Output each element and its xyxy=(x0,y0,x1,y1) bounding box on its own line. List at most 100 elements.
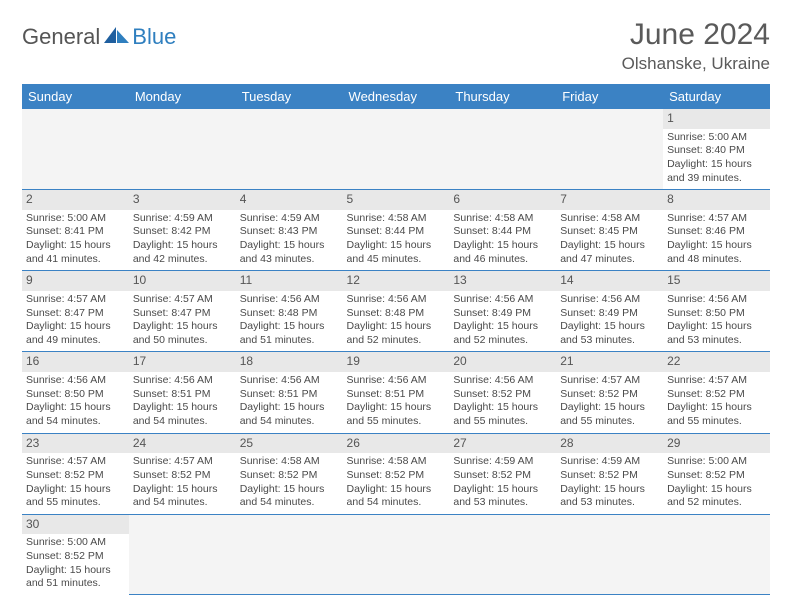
header: General Blue June 2024 Olshanske, Ukrain… xyxy=(22,18,770,74)
weekday-header: Thursday xyxy=(449,84,556,109)
weekday-header: Tuesday xyxy=(236,84,343,109)
logo-text-general: General xyxy=(22,24,100,50)
sunrise-text: Sunrise: 4:56 AM xyxy=(560,293,659,307)
sunrise-text: Sunrise: 4:56 AM xyxy=(667,293,766,307)
calendar-cell: 12Sunrise: 4:56 AMSunset: 8:48 PMDayligh… xyxy=(343,271,450,352)
calendar-cell-empty xyxy=(236,109,343,190)
daylight-text: Daylight: 15 hours and 55 minutes. xyxy=(347,401,446,428)
calendar-cell-empty xyxy=(663,514,770,595)
day-number: 1 xyxy=(663,109,770,129)
day-number: 6 xyxy=(449,190,556,210)
daylight-text: Daylight: 15 hours and 55 minutes. xyxy=(453,401,552,428)
calendar-cell: 18Sunrise: 4:56 AMSunset: 8:51 PMDayligh… xyxy=(236,352,343,433)
sunset-text: Sunset: 8:40 PM xyxy=(667,144,766,158)
daylight-text: Daylight: 15 hours and 54 minutes. xyxy=(133,401,232,428)
day-number: 3 xyxy=(129,190,236,210)
day-number: 17 xyxy=(129,352,236,372)
daylight-text: Daylight: 15 hours and 52 minutes. xyxy=(453,320,552,347)
daylight-text: Daylight: 15 hours and 54 minutes. xyxy=(26,401,125,428)
sunset-text: Sunset: 8:47 PM xyxy=(26,307,125,321)
sunset-text: Sunset: 8:45 PM xyxy=(560,225,659,239)
sunrise-text: Sunrise: 4:57 AM xyxy=(133,293,232,307)
calendar-cell: 20Sunrise: 4:56 AMSunset: 8:52 PMDayligh… xyxy=(449,352,556,433)
sunset-text: Sunset: 8:47 PM xyxy=(133,307,232,321)
calendar-cell: 1Sunrise: 5:00 AMSunset: 8:40 PMDaylight… xyxy=(663,109,770,190)
calendar-row: 2Sunrise: 5:00 AMSunset: 8:41 PMDaylight… xyxy=(22,190,770,271)
daylight-text: Daylight: 15 hours and 51 minutes. xyxy=(240,320,339,347)
calendar-cell: 5Sunrise: 4:58 AMSunset: 8:44 PMDaylight… xyxy=(343,190,450,271)
sunrise-text: Sunrise: 5:00 AM xyxy=(667,455,766,469)
day-number: 16 xyxy=(22,352,129,372)
daylight-text: Daylight: 15 hours and 48 minutes. xyxy=(667,239,766,266)
sunset-text: Sunset: 8:52 PM xyxy=(560,388,659,402)
weekday-header-row: Sunday Monday Tuesday Wednesday Thursday… xyxy=(22,84,770,109)
logo: General Blue xyxy=(22,24,176,50)
calendar-cell: 24Sunrise: 4:57 AMSunset: 8:52 PMDayligh… xyxy=(129,433,236,514)
calendar-cell: 9Sunrise: 4:57 AMSunset: 8:47 PMDaylight… xyxy=(22,271,129,352)
sunrise-text: Sunrise: 4:57 AM xyxy=(560,374,659,388)
sunrise-text: Sunrise: 4:59 AM xyxy=(133,212,232,226)
calendar-cell: 7Sunrise: 4:58 AMSunset: 8:45 PMDaylight… xyxy=(556,190,663,271)
sunrise-text: Sunrise: 4:57 AM xyxy=(26,293,125,307)
sunrise-text: Sunrise: 4:59 AM xyxy=(560,455,659,469)
day-number: 15 xyxy=(663,271,770,291)
sunrise-text: Sunrise: 4:58 AM xyxy=(453,212,552,226)
sunrise-text: Sunrise: 4:58 AM xyxy=(560,212,659,226)
day-number: 22 xyxy=(663,352,770,372)
daylight-text: Daylight: 15 hours and 52 minutes. xyxy=(667,483,766,510)
sunset-text: Sunset: 8:48 PM xyxy=(347,307,446,321)
calendar-cell-empty xyxy=(343,109,450,190)
day-number: 25 xyxy=(236,434,343,454)
calendar-cell-empty xyxy=(22,109,129,190)
calendar-cell: 28Sunrise: 4:59 AMSunset: 8:52 PMDayligh… xyxy=(556,433,663,514)
calendar-cell: 21Sunrise: 4:57 AMSunset: 8:52 PMDayligh… xyxy=(556,352,663,433)
daylight-text: Daylight: 15 hours and 47 minutes. xyxy=(560,239,659,266)
calendar-cell: 3Sunrise: 4:59 AMSunset: 8:42 PMDaylight… xyxy=(129,190,236,271)
daylight-text: Daylight: 15 hours and 53 minutes. xyxy=(667,320,766,347)
day-number: 30 xyxy=(22,515,129,535)
sunset-text: Sunset: 8:52 PM xyxy=(453,469,552,483)
sunset-text: Sunset: 8:52 PM xyxy=(26,469,125,483)
sunrise-text: Sunrise: 4:56 AM xyxy=(240,374,339,388)
daylight-text: Daylight: 15 hours and 50 minutes. xyxy=(133,320,232,347)
daylight-text: Daylight: 15 hours and 45 minutes. xyxy=(347,239,446,266)
day-number: 24 xyxy=(129,434,236,454)
daylight-text: Daylight: 15 hours and 46 minutes. xyxy=(453,239,552,266)
calendar-cell: 23Sunrise: 4:57 AMSunset: 8:52 PMDayligh… xyxy=(22,433,129,514)
sunset-text: Sunset: 8:51 PM xyxy=(133,388,232,402)
calendar-cell: 16Sunrise: 4:56 AMSunset: 8:50 PMDayligh… xyxy=(22,352,129,433)
sunrise-text: Sunrise: 4:56 AM xyxy=(26,374,125,388)
calendar-cell: 29Sunrise: 5:00 AMSunset: 8:52 PMDayligh… xyxy=(663,433,770,514)
calendar-cell-empty xyxy=(449,514,556,595)
daylight-text: Daylight: 15 hours and 53 minutes. xyxy=(560,483,659,510)
calendar-cell: 22Sunrise: 4:57 AMSunset: 8:52 PMDayligh… xyxy=(663,352,770,433)
sunset-text: Sunset: 8:52 PM xyxy=(347,469,446,483)
calendar-cell: 19Sunrise: 4:56 AMSunset: 8:51 PMDayligh… xyxy=(343,352,450,433)
sunrise-text: Sunrise: 4:56 AM xyxy=(453,293,552,307)
daylight-text: Daylight: 15 hours and 55 minutes. xyxy=(560,401,659,428)
calendar-cell: 4Sunrise: 4:59 AMSunset: 8:43 PMDaylight… xyxy=(236,190,343,271)
sunrise-text: Sunrise: 4:57 AM xyxy=(667,374,766,388)
day-number: 8 xyxy=(663,190,770,210)
sunset-text: Sunset: 8:46 PM xyxy=(667,225,766,239)
sunset-text: Sunset: 8:52 PM xyxy=(240,469,339,483)
calendar-row: 1Sunrise: 5:00 AMSunset: 8:40 PMDaylight… xyxy=(22,109,770,190)
weekday-header: Sunday xyxy=(22,84,129,109)
calendar-cell: 10 Sunrise: 4:57 AMSunset: 8:47 PMDayligh… xyxy=(129,271,236,352)
day-number: 20 xyxy=(449,352,556,372)
daylight-text: Daylight: 15 hours and 41 minutes. xyxy=(26,239,125,266)
calendar-cell: 30Sunrise: 5:00 AMSunset: 8:52 PMDayligh… xyxy=(22,514,129,595)
sunset-text: Sunset: 8:52 PM xyxy=(133,469,232,483)
daylight-text: Daylight: 15 hours and 43 minutes. xyxy=(240,239,339,266)
sunrise-text: Sunrise: 4:58 AM xyxy=(347,455,446,469)
day-number: 27 xyxy=(449,434,556,454)
day-number: 10 xyxy=(129,271,236,291)
daylight-text: Daylight: 15 hours and 55 minutes. xyxy=(667,401,766,428)
sunrise-text: Sunrise: 4:58 AM xyxy=(347,212,446,226)
calendar-row: 23Sunrise: 4:57 AMSunset: 8:52 PMDayligh… xyxy=(22,433,770,514)
calendar-table: Sunday Monday Tuesday Wednesday Thursday… xyxy=(22,84,770,595)
sunrise-text: Sunrise: 4:59 AM xyxy=(453,455,552,469)
calendar-cell: 27Sunrise: 4:59 AMSunset: 8:52 PMDayligh… xyxy=(449,433,556,514)
daylight-text: Daylight: 15 hours and 54 minutes. xyxy=(240,401,339,428)
calendar-cell-empty xyxy=(556,514,663,595)
